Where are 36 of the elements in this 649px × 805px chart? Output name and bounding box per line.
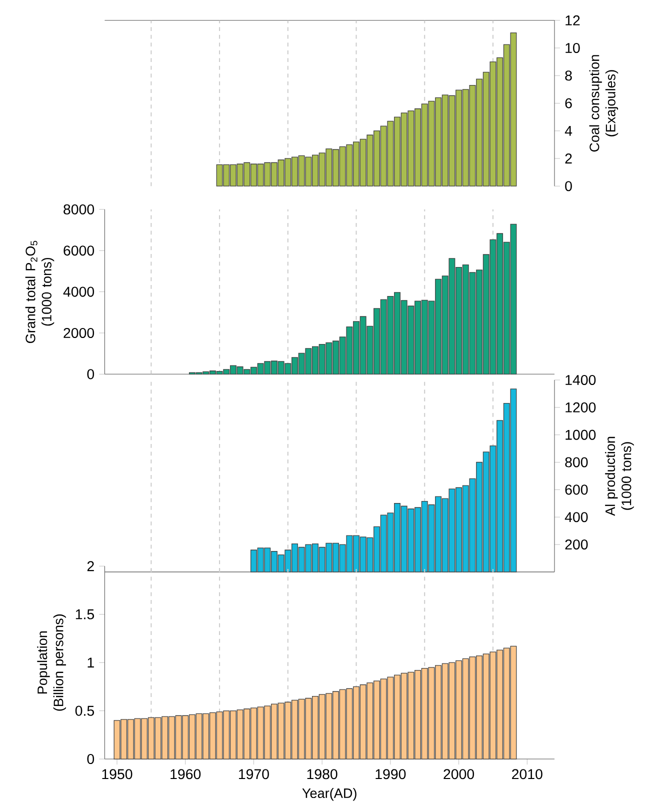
- x-tick-label: 1990: [375, 769, 406, 780]
- x-tick-label: 2000: [443, 769, 474, 780]
- y-tick-label: 4: [564, 126, 572, 136]
- y-axis-title: Coal consuption (Exajoules): [589, 55, 618, 152]
- y-tick-label: 6: [565, 98, 572, 108]
- y-tick-label: 0: [564, 181, 572, 192]
- y-tick-label: 2000: [63, 328, 94, 338]
- x-tick-label: 1960: [170, 769, 200, 780]
- y-tick-label: 800: [564, 457, 588, 468]
- y-tick-label: 600: [565, 484, 588, 495]
- x-axis-title: Year(AD): [302, 788, 356, 801]
- y-tick-label: 1200: [565, 402, 596, 412]
- y-tick-label: 6000: [63, 246, 94, 256]
- x-tick-label: 1980: [307, 769, 338, 780]
- y-tick-label: 1: [88, 658, 94, 668]
- y-tick-label: 8: [564, 70, 572, 81]
- text: Grand total P$_{2}$O$_{5}$ (1000 tons): [25, 240, 54, 344]
- y-tick-label: 0: [87, 369, 94, 380]
- y-tick-label: 200: [565, 539, 588, 550]
- y-tick-label: 2: [565, 154, 572, 164]
- y-tick-label: 8000: [63, 204, 94, 214]
- y-tick-label: 10: [565, 42, 580, 54]
- y-tick-label: 2: [87, 561, 94, 572]
- y-tick-label: 1000: [565, 430, 596, 440]
- y-tick-label: 0: [87, 754, 94, 764]
- y-axis-title: Al production (1000 tons): [604, 436, 634, 516]
- y-tick-label: 1400: [565, 374, 596, 386]
- y-tick-label: 400: [564, 512, 588, 522]
- y-tick-label: 1.5: [76, 609, 94, 620]
- y-tick-label: 4000: [63, 286, 94, 297]
- x-tick-label: 2010: [512, 769, 542, 780]
- x-tick-label: 1970: [238, 769, 269, 780]
- y-axis-title: Population (Billion persons): [36, 614, 66, 711]
- x-tick-label: 1950: [102, 769, 132, 780]
- y-tick-label: 0.5: [75, 706, 94, 716]
- y-tick-label: 12: [565, 15, 580, 26]
